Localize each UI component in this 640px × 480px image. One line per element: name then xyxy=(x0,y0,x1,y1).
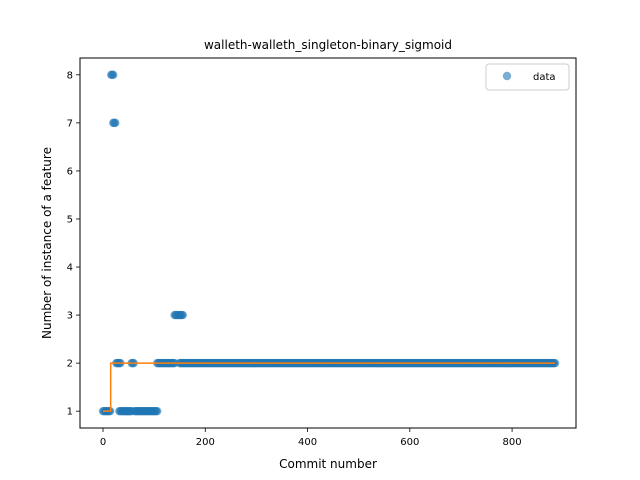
y-tick-label-3: 4 xyxy=(67,263,73,274)
scatter-point-84 xyxy=(178,310,187,320)
legend-label-data: data xyxy=(533,72,556,83)
y-tick-label-6: 7 xyxy=(67,118,73,129)
y-tick-label-4: 5 xyxy=(67,214,73,225)
fit-line xyxy=(103,362,556,412)
y-tick-label-1: 2 xyxy=(67,359,73,370)
x-tick-label-1: 200 xyxy=(196,437,215,448)
x-tick-label-2: 400 xyxy=(298,437,317,448)
scatter-point-13 xyxy=(111,118,120,128)
legend-marker-data xyxy=(502,71,512,81)
x-tick-label-0: 0 xyxy=(100,437,106,448)
scatter-point-10 xyxy=(109,70,118,80)
plot-area xyxy=(98,70,560,416)
scatter-point-57 xyxy=(153,406,162,416)
legend: data xyxy=(485,63,570,91)
x-axis: 0 200 400 600 800 xyxy=(100,428,522,448)
plot-frame xyxy=(79,57,577,429)
chart-title: walleth-walleth_singleton-binary_sigmoid xyxy=(204,38,452,52)
y-tick-label-7: 8 xyxy=(67,70,73,81)
y-axis: 1 2 3 4 5 6 7 8 xyxy=(67,70,80,418)
x-tick-label-3: 600 xyxy=(400,437,419,448)
y-tick-label-2: 3 xyxy=(67,311,73,322)
y-axis-label: Number of instance of a feature xyxy=(40,147,54,339)
y-tick-label-5: 6 xyxy=(67,166,73,177)
y-tick-label-0: 1 xyxy=(67,407,73,418)
x-axis-label: Commit number xyxy=(279,457,377,471)
x-tick-label-4: 800 xyxy=(503,437,522,448)
legend-box xyxy=(485,63,570,91)
